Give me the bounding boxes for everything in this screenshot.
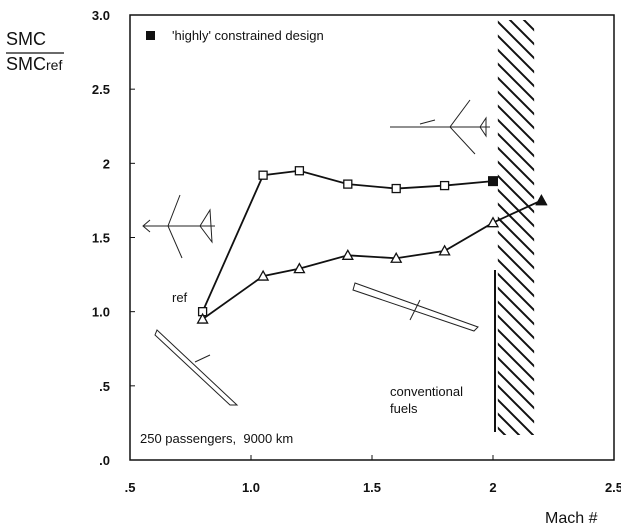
y-tick-label: 3.0 (92, 8, 110, 23)
y-tick-label: .5 (99, 379, 110, 394)
y-tick-label: 1.0 (92, 305, 110, 320)
annotation: ref (172, 290, 188, 305)
x-tick-label: .5 (125, 480, 136, 495)
x-label: Mach # (545, 510, 598, 527)
y-tick-label: 2.5 (92, 82, 110, 97)
y-tick-label: 1.5 (92, 231, 110, 246)
data-marker (535, 194, 548, 206)
data-marker (439, 180, 450, 191)
data-marker (341, 248, 354, 260)
y-label-bottom: SMCref (6, 54, 62, 74)
hatched-region (497, 20, 535, 435)
annotation: 250 passengers, 9000 km (140, 431, 293, 446)
y-label-top: SMC (6, 29, 46, 49)
y-tick-label: 2 (103, 156, 110, 171)
x-tick-label: 1.5 (363, 480, 381, 495)
x-tick-label: 1.0 (242, 480, 260, 495)
y-label-sub: ref (46, 57, 62, 73)
data-marker (391, 183, 401, 194)
legend-marker (146, 31, 155, 40)
legend-label: 'highly' constrained design (172, 28, 324, 43)
data-marker (343, 179, 353, 189)
y-tick-label: .0 (99, 453, 110, 468)
aircraft-icons (142, 99, 490, 406)
data-marker (488, 176, 498, 187)
y-label-main: SMC (6, 54, 46, 74)
plot-frame (129, 14, 615, 461)
x-tick-label: 2 (489, 480, 496, 495)
data-marker (390, 251, 403, 263)
data-marker (294, 166, 305, 176)
data-marker (256, 269, 270, 281)
data-marker (293, 262, 306, 274)
data-marker (196, 312, 209, 324)
data-marker (486, 216, 500, 228)
data-marker (258, 170, 268, 180)
annotation: conventional (390, 384, 463, 399)
series-line (201, 169, 494, 313)
data-marker (438, 244, 451, 256)
x-tick-label: 2.5 (605, 480, 621, 495)
annotation: fuels (390, 401, 418, 416)
series-line (202, 199, 542, 320)
